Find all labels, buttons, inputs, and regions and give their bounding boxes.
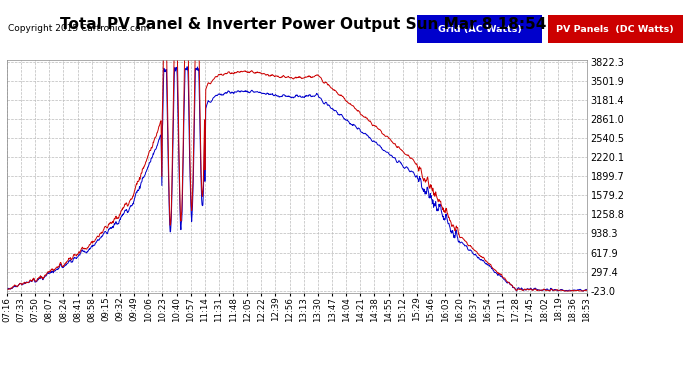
Text: Grid (AC Watts): Grid (AC Watts): [438, 25, 522, 34]
Text: Copyright 2015 Cartronics.com: Copyright 2015 Cartronics.com: [8, 24, 150, 33]
FancyBboxPatch shape: [417, 15, 542, 43]
FancyBboxPatch shape: [548, 15, 683, 43]
Text: Total PV Panel & Inverter Power Output Sun Mar 8 18:54: Total PV Panel & Inverter Power Output S…: [61, 17, 546, 32]
Text: PV Panels  (DC Watts): PV Panels (DC Watts): [556, 25, 674, 34]
